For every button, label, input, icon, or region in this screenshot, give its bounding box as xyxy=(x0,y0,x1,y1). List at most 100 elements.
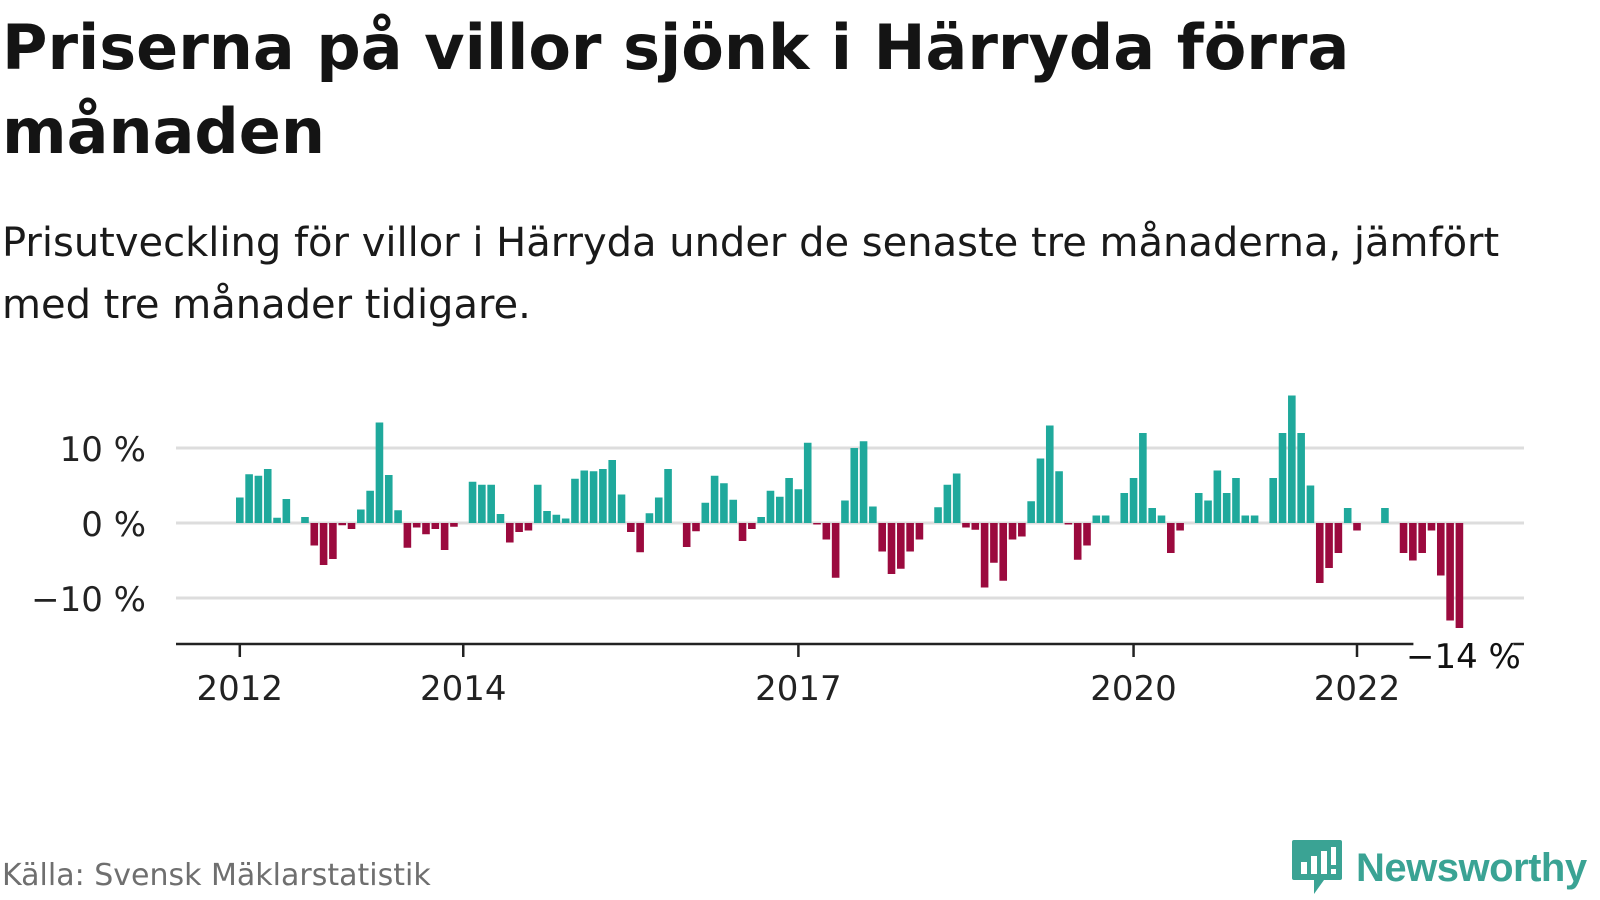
bar xyxy=(887,523,896,574)
bar xyxy=(869,506,877,523)
bar xyxy=(794,489,803,523)
bar xyxy=(384,475,393,523)
bar xyxy=(1101,515,1110,523)
bar xyxy=(1269,478,1278,523)
bar xyxy=(505,523,514,543)
bar xyxy=(608,460,616,523)
bar xyxy=(552,514,561,523)
bar xyxy=(1036,458,1045,523)
bar xyxy=(682,523,691,547)
bar xyxy=(1157,515,1166,523)
bar xyxy=(757,517,765,523)
bar xyxy=(450,523,458,527)
bar xyxy=(440,523,449,550)
bar xyxy=(366,490,374,523)
bar xyxy=(431,523,440,529)
bar xyxy=(347,523,356,529)
bar xyxy=(841,500,849,523)
bar xyxy=(1129,478,1138,523)
annotation: −14 % xyxy=(1406,637,1521,678)
bar xyxy=(1315,523,1324,583)
annotation-background xyxy=(1413,638,1514,678)
bar xyxy=(1297,433,1305,523)
x-axis: 2012 2014 2017 2020 2022 xyxy=(176,642,1524,709)
y-tick-label: −10 % xyxy=(31,580,146,620)
bar xyxy=(1213,470,1222,523)
bar xyxy=(850,448,859,523)
bar-chart: 10 % 0 % −10 % 2012 2014 2017 2020 2022 −14 % xyxy=(31,395,1524,709)
annotation-label: −14 % xyxy=(1406,637,1521,677)
bar xyxy=(273,517,281,523)
bar xyxy=(645,513,654,523)
bar xyxy=(1176,523,1184,531)
bar xyxy=(1334,523,1343,553)
chart-title: Priserna på villor sjönk i Härryda förra… xyxy=(2,11,1350,168)
bar xyxy=(403,523,412,548)
bar xyxy=(934,507,942,523)
bar xyxy=(906,523,914,552)
y-tick-label: 10 % xyxy=(60,430,146,470)
bar xyxy=(1120,493,1129,523)
bar xyxy=(1399,523,1408,553)
bar xyxy=(859,441,868,523)
bar xyxy=(599,469,607,523)
brand-logo[interactable]: Newsworthy xyxy=(1290,838,1587,898)
bar xyxy=(692,523,700,532)
bar xyxy=(515,523,523,532)
source-note: Källa: Svensk Mäklarstatistik xyxy=(2,858,431,893)
bar xyxy=(1045,425,1054,523)
bar xyxy=(738,523,747,541)
bar xyxy=(1055,471,1063,523)
bar xyxy=(1436,523,1445,576)
bar xyxy=(1139,433,1147,523)
bar xyxy=(1381,508,1389,523)
bar xyxy=(878,523,886,552)
bar xyxy=(664,469,672,523)
bar xyxy=(1306,485,1315,523)
bar xyxy=(263,469,272,523)
bar xyxy=(617,494,626,523)
bar xyxy=(1064,523,1073,525)
bar xyxy=(952,473,961,523)
bar xyxy=(1325,523,1333,568)
bar xyxy=(1148,508,1156,523)
bar xyxy=(1278,433,1287,523)
bar xyxy=(543,511,551,523)
bar xyxy=(589,471,598,523)
bar xyxy=(822,523,831,540)
bars xyxy=(236,395,1464,628)
bar xyxy=(1073,523,1082,560)
bar xyxy=(1250,515,1259,523)
bar xyxy=(394,510,402,523)
bar xyxy=(1455,523,1464,628)
bar xyxy=(813,523,821,525)
bar xyxy=(496,514,505,523)
bar xyxy=(1083,523,1091,546)
x-tick-label: 2020 xyxy=(1090,669,1177,709)
bar xyxy=(971,523,980,530)
bar xyxy=(701,502,710,523)
bar xyxy=(729,499,738,523)
bar xyxy=(1018,523,1026,537)
x-tick-label: 2022 xyxy=(1314,669,1401,709)
bar xyxy=(357,509,365,523)
y-tick-label: 0 % xyxy=(81,505,146,545)
bar xyxy=(999,523,1008,581)
bar xyxy=(897,523,905,569)
bar xyxy=(1446,523,1454,621)
bar xyxy=(1092,515,1101,523)
x-tick-label: 2014 xyxy=(420,669,507,709)
bar xyxy=(720,483,728,523)
bar xyxy=(775,496,784,523)
bar xyxy=(571,478,579,523)
bar xyxy=(654,497,663,523)
x-tick-label: 2017 xyxy=(755,669,842,709)
bar xyxy=(1232,478,1240,523)
bar xyxy=(1222,493,1231,523)
bar xyxy=(580,470,589,523)
bar xyxy=(766,490,775,523)
bar xyxy=(319,523,328,565)
chart-subtitle: Prisutveckling för villor i Härryda unde… xyxy=(2,220,1500,328)
bar xyxy=(533,484,542,523)
bar xyxy=(990,523,998,563)
